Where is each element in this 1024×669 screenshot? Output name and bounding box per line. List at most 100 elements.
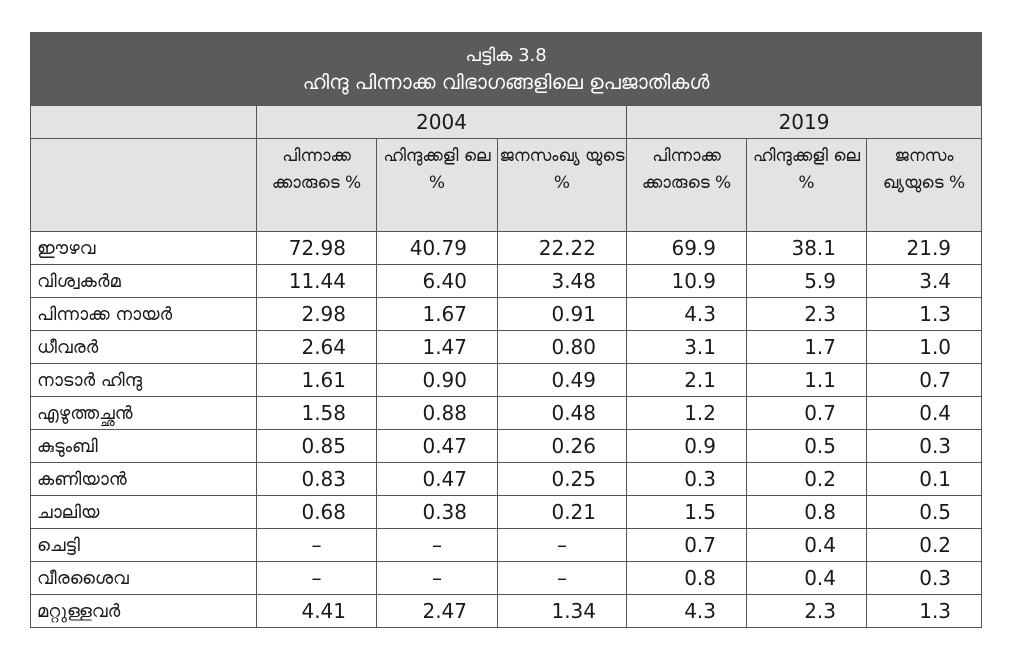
table-cell: 0.88: [376, 396, 498, 430]
column-header: ജനസംഖ്യ യുടെ %: [497, 138, 627, 232]
empty-header-cell: [30, 105, 257, 139]
table-cell: 0.38: [376, 495, 498, 529]
row-label: വിശ്വകർമ: [30, 264, 257, 298]
table-cell: 0.3: [626, 462, 747, 496]
year-header-row: 2004 2019: [30, 105, 983, 139]
table-title: ഹിന്ദു പിന്നാക്ക വിഭാഗങ്ങളിലെ ഉപജാതികൾ: [302, 70, 710, 94]
row-label: കുടുംബി: [30, 429, 257, 463]
table-cell: 2.3: [746, 594, 867, 628]
table-cell: 1.67: [376, 297, 498, 331]
row-label: കണിയാൻ: [30, 462, 257, 496]
table-cell: 0.47: [376, 429, 498, 463]
table-cell: 0.3: [865, 429, 983, 463]
row-label: ചാലിയ: [30, 495, 257, 529]
table-cell: –: [497, 528, 627, 562]
table-cell: 0.21: [497, 495, 627, 529]
table-cell: 2.47: [376, 594, 498, 628]
table-cell: 0.25: [497, 462, 627, 496]
table-cell: 11.44: [256, 264, 377, 298]
table-cell: 2.98: [256, 297, 377, 331]
table-cell: 69.9: [626, 231, 747, 265]
table-cell: 0.91: [497, 297, 627, 331]
table-cell: 21.9: [865, 231, 983, 265]
table-cell: 3.48: [497, 264, 627, 298]
table-cell: 0.90: [376, 363, 498, 397]
row-label: എഴുത്തച്ഛൻ: [30, 396, 257, 430]
table-cell: 0.2: [865, 528, 983, 562]
table-cell: 1.5: [626, 495, 747, 529]
table-row: ധീവരർ 2.64 1.47 0.80 3.1 1.7 1.0: [30, 330, 983, 364]
table-cell: 40.79: [376, 231, 498, 265]
table-cell: 1.58: [256, 396, 377, 430]
table-cell: 0.1: [865, 462, 983, 496]
row-label: വീരശൈവ: [30, 561, 257, 595]
table-cell: –: [497, 561, 627, 595]
table-cell: 38.1: [746, 231, 867, 265]
table-cell: 0.47: [376, 462, 498, 496]
table-cell: 1.47: [376, 330, 498, 364]
table-row: ചെട്ടി – – –0.7 0.4 0.2: [30, 528, 983, 562]
table-cell: 1.2: [626, 396, 747, 430]
table-row: വിശ്വകർമ 11.44 6.40 3.48 10.9 5.9 3.4: [30, 264, 983, 298]
table-number: പട്ടിക 3.8: [465, 45, 547, 66]
table-caption: പട്ടിക 3.8 ഹിന്ദു പിന്നാക്ക വിഭാഗങ്ങളിലെ…: [29, 32, 983, 106]
table-cell: 1.1: [746, 363, 867, 397]
table-cell: 0.4: [865, 396, 983, 430]
row-label: മറ്റുള്ളവർ: [30, 594, 257, 628]
table-cell: 3.1: [626, 330, 747, 364]
column-header: ജനസം ഖ്യയുടെ %: [865, 138, 983, 232]
subcaste-table: പട്ടിക 3.8 ഹിന്ദു പിന്നാക്ക വിഭാഗങ്ങളിലെ…: [29, 32, 983, 628]
table-row: കണിയാൻ 0.83 0.47 0.25 0.3 0.2 0.1: [30, 462, 983, 496]
table-cell: 0.8: [746, 495, 867, 529]
table-row: പിന്നാക്ക നായർ 2.98 1.67 0.91 4.3 2.3 1.3: [30, 297, 983, 331]
table-cell: 0.5: [865, 495, 983, 529]
row-label: ഈഴവ: [30, 231, 257, 265]
table-row: നാടാർ ഹിന്ദു 1.61 0.90 0.49 2.1 1.1 0.7: [30, 363, 983, 397]
table-cell: 0.3: [865, 561, 983, 595]
table-cell: 0.4: [746, 528, 867, 562]
column-header-row: പിന്നാക്ക ക്കാരുടെ % ഹിന്ദുക്കളി ലെ % ജനസം…: [30, 138, 983, 232]
table-cell: 0.80: [497, 330, 627, 364]
table-row: എഴുത്തച്ഛൻ 1.58 0.88 0.48 1.2 0.7 0.4: [30, 396, 983, 430]
table-cell: 0.48: [497, 396, 627, 430]
table-cell: 3.4: [865, 264, 983, 298]
table-row: ചാലിയ 0.68 0.38 0.21 1.5 0.8 0.5: [30, 495, 983, 529]
table-row: മറ്റുള്ളവർ 4.41 2.47 1.34 4.3 2.3 1.3: [30, 594, 983, 628]
table-cell: 4.3: [626, 594, 747, 628]
table-cell: –: [256, 528, 377, 562]
table-row: ഈഴവ 72.98 40.79 22.22 69.9 38.1 21.9: [30, 231, 983, 265]
table-cell: 1.3: [865, 297, 983, 331]
title-row: പട്ടിക 3.8 ഹിന്ദു പിന്നാക്ക വിഭാഗങ്ങളിലെ…: [29, 32, 983, 106]
table-row: വീരശൈവ – – –0.8 0.4 0.3: [30, 561, 983, 595]
column-header: പിന്നാക്ക ക്കാരുടെ %: [256, 138, 377, 232]
table-cell: 1.7: [746, 330, 867, 364]
table-cell: 4.3: [626, 297, 747, 331]
table-cell: 22.22: [497, 231, 627, 265]
table-cell: 5.9: [746, 264, 867, 298]
row-label: പിന്നാക്ക നായർ: [30, 297, 257, 331]
table-cell: –: [256, 561, 377, 595]
table-cell: –: [376, 528, 498, 562]
table-cell: 1.0: [865, 330, 983, 364]
table-cell: 72.98: [256, 231, 377, 265]
table-cell: 6.40: [376, 264, 498, 298]
row-label: ചെട്ടി: [30, 528, 257, 562]
row-label: ധീവരർ: [30, 330, 257, 364]
table-cell: 0.85: [256, 429, 377, 463]
table-cell: 0.4: [746, 561, 867, 595]
table-cell: 1.61: [256, 363, 377, 397]
table-cell: 0.5: [746, 429, 867, 463]
table-cell: 2.1: [626, 363, 747, 397]
table-cell: –: [376, 561, 498, 595]
year-header-2004: 2004: [256, 105, 627, 139]
table-cell: 0.9: [626, 429, 747, 463]
empty-header-cell: [30, 138, 257, 232]
table-cell: 2.64: [256, 330, 377, 364]
row-label: നാടാർ ഹിന്ദു: [30, 363, 257, 397]
table-cell: 1.34: [497, 594, 627, 628]
table-cell: 0.7: [626, 528, 747, 562]
table-cell: 0.7: [746, 396, 867, 430]
table-cell: 0.83: [256, 462, 377, 496]
table-cell: 0.8: [626, 561, 747, 595]
table-cell: 10.9: [626, 264, 747, 298]
